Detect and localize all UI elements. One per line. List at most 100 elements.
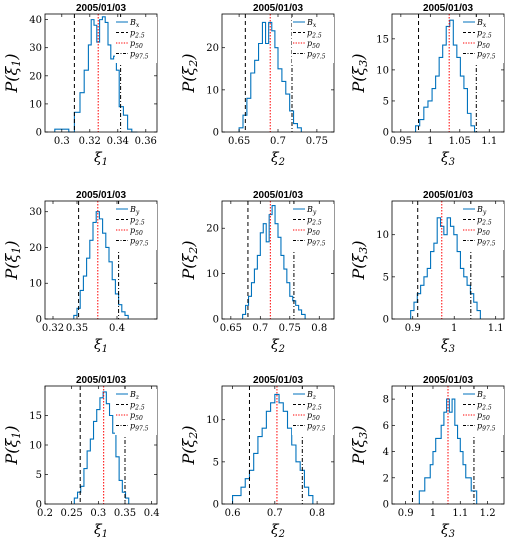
- x-tick-label: 0.36: [135, 136, 157, 147]
- legend-entry: p97.5: [477, 422, 496, 433]
- panel-7: 2005/01/03 0.2 0.25 0.3 0.35 0.4 0 5 10 15 ξ1 P(ξ1)…: [2, 375, 160, 540]
- legend-box: [462, 204, 504, 250]
- y-tick-label: 20: [206, 224, 219, 235]
- legend-entry: Bx: [306, 18, 317, 29]
- legend-box: [115, 389, 157, 435]
- y-axis-label: P(ξ3): [349, 240, 370, 280]
- y-tick-label: 40: [29, 15, 42, 26]
- y-tick-label: 0: [213, 500, 219, 511]
- y-tick-label: 6: [383, 421, 389, 432]
- legend-box: [292, 204, 334, 250]
- legend-box: [462, 389, 504, 435]
- y-tick-label: 0: [36, 315, 42, 326]
- x-axis-label: ξ3: [441, 150, 455, 168]
- y-tick-label: 5: [213, 457, 219, 468]
- histogram-series: [410, 217, 481, 319]
- x-axis-label: ξ3: [441, 337, 455, 355]
- legend-entry: Bz: [476, 390, 487, 401]
- x-tick-label: 1.05: [449, 136, 471, 147]
- y-axis-label: P(ξ2): [179, 240, 200, 280]
- y-tick-label: 0: [383, 315, 389, 326]
- legend-entry: p97.5: [307, 50, 326, 61]
- panel-title: 2005/01/03: [423, 3, 473, 14]
- legend-entry: p2.5: [477, 216, 492, 227]
- x-tick-label: 0.95: [390, 136, 412, 147]
- histogram-series: [242, 204, 306, 319]
- panel-title: 2005/01/03: [423, 190, 473, 201]
- x-tick-label: 0.8: [309, 508, 325, 519]
- y-tick-label: 10: [29, 99, 42, 110]
- panel-title: 2005/01/03: [76, 375, 126, 386]
- x-tick-label: 0.8: [311, 323, 327, 334]
- y-axis-label: P(ξ3): [349, 425, 370, 465]
- histogram-series: [232, 393, 314, 504]
- panel-title: 2005/01/03: [76, 190, 126, 201]
- legend-entry: p2.5: [307, 401, 322, 412]
- y-tick-label: 10: [206, 415, 219, 426]
- axes-box: [44, 200, 158, 320]
- x-tick-label: 0.7: [270, 136, 286, 147]
- x-tick-label: 0.75: [279, 323, 301, 334]
- x-tick-label: 0.34: [107, 136, 129, 147]
- y-tick-label: 30: [29, 207, 42, 218]
- legend-entry: p2.5: [477, 401, 492, 412]
- legend-entry: p50: [130, 226, 143, 237]
- x-tick-label: 0.32: [79, 136, 101, 147]
- x-tick-label: 0.35: [66, 323, 88, 334]
- legend-entry: By: [129, 205, 140, 216]
- y-tick-label: 10: [29, 279, 42, 290]
- y-tick-label: 5: [383, 96, 389, 107]
- x-tick-label: 0.9: [405, 323, 421, 334]
- panel-title: 2005/01/03: [423, 375, 473, 386]
- legend-entry: p97.5: [307, 237, 326, 248]
- histogram-series: [73, 211, 129, 319]
- y-tick-label: 20: [29, 243, 42, 254]
- legend-entry: p50: [130, 39, 143, 50]
- x-axis-label: ξ1: [94, 522, 108, 540]
- y-tick-label: 10: [206, 85, 219, 96]
- legend-entry: Bz: [306, 390, 317, 401]
- x-tick-label: 0.7: [267, 508, 283, 519]
- x-tick-label: 0.4: [109, 323, 125, 334]
- y-axis-label: P(ξ1): [2, 53, 23, 93]
- y-tick-label: 0: [36, 500, 42, 511]
- y-tick-label: 5: [36, 470, 42, 481]
- legend-entry: By: [306, 205, 317, 216]
- legend-box: [462, 17, 504, 63]
- legend-entry: p97.5: [307, 422, 326, 433]
- y-axis-label: P(ξ2): [179, 53, 200, 93]
- x-tick-label: 1.1: [452, 508, 468, 519]
- legend-entry: p97.5: [130, 50, 149, 61]
- x-tick-label: 0.35: [114, 508, 136, 519]
- legend-entry: p2.5: [130, 29, 145, 40]
- x-tick-label: 0.4: [144, 508, 160, 519]
- x-axis-label: ξ2: [271, 150, 285, 168]
- legend-entry: Bz: [129, 390, 140, 401]
- y-axis-label: P(ξ2): [179, 425, 200, 465]
- panel-1: 2005/01/03 0.3 0.32 0.34 0.36 0 10 20 30 40 ξ1 P(ξ1…: [2, 3, 158, 168]
- histogram-series: [238, 21, 302, 132]
- x-tick-label: 0.2: [37, 508, 53, 519]
- x-tick-label: 0.75: [306, 136, 328, 147]
- panel-8: 2005/01/03 0.6 0.7 0.8 0 5 10 ξ2 P(ξ2) Bzp2.5p50p…: [179, 375, 335, 540]
- y-tick-label: 30: [29, 43, 42, 54]
- panel-3: 2005/01/03 0.95 1 1.05 1.1 0 5 10 15 ξ3 P(ξ3) Bxp2.…: [349, 3, 505, 168]
- y-tick-label: 10: [29, 441, 42, 452]
- axes-box: [44, 13, 158, 133]
- x-axis-label: ξ1: [94, 337, 108, 355]
- x-tick-label: 0.3: [54, 136, 70, 147]
- legend-entry: p2.5: [307, 29, 322, 40]
- y-axis-label: P(ξ3): [349, 53, 370, 93]
- legend-box: [115, 17, 157, 63]
- legend-box: [292, 389, 334, 435]
- legend-entry: By: [476, 205, 487, 216]
- x-tick-label: 1.1: [488, 323, 504, 334]
- legend-box: [292, 17, 334, 63]
- legend-entry: p50: [477, 39, 490, 50]
- x-tick-label: 1.1: [481, 136, 497, 147]
- x-tick-label: 0.65: [220, 323, 242, 334]
